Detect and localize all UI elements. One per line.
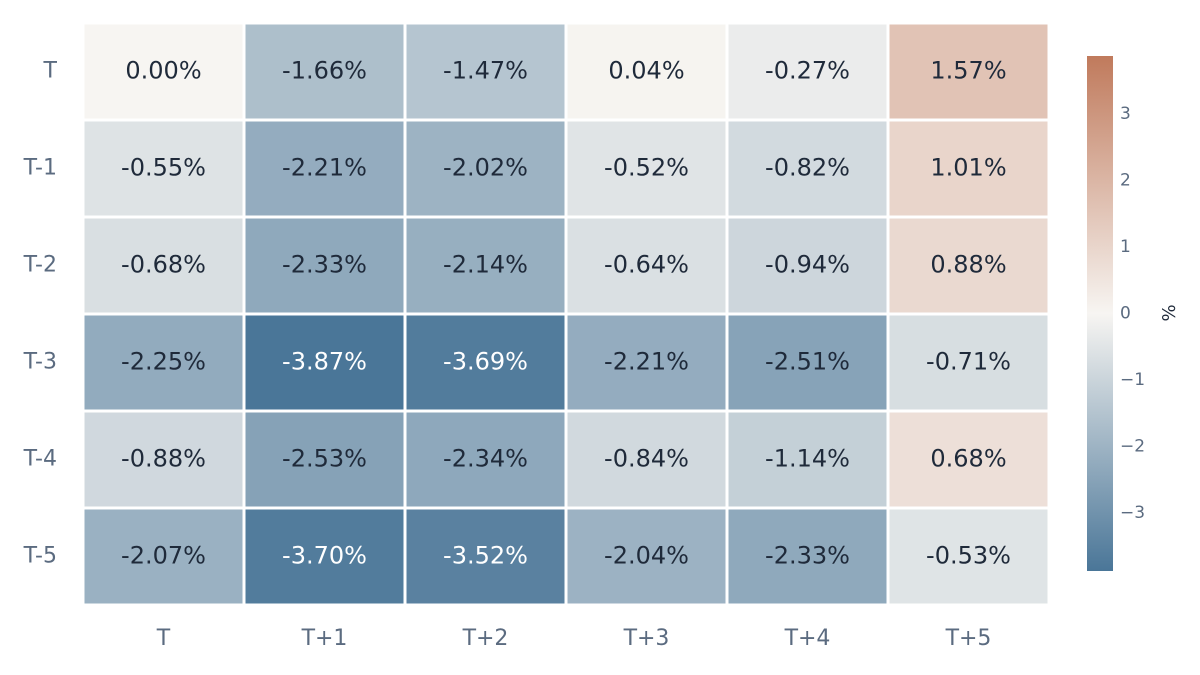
heatmap-cell-label: 1.01% (930, 154, 1006, 182)
colorbar-tick-label: −3 (1120, 503, 1145, 523)
colorbar-ticks: 3 2 1 0 −1 −2 −3 (1120, 104, 1145, 523)
heatmap-cell (245, 24, 404, 119)
heatmap-cell-label: -1.66% (282, 57, 367, 85)
colorbar: 3 2 1 0 −1 −2 −3 % (1087, 56, 1180, 571)
heatmap-cell (889, 412, 1048, 507)
x-tick-label: T+1 (301, 626, 348, 651)
heatmap-cell-label: -0.55% (121, 154, 206, 182)
y-axis-tick-labels: T T-1 T-2 T-3 T-4 T-5 (23, 59, 58, 569)
x-tick-label: T+3 (623, 626, 670, 651)
heatmap-cell-label: -3.52% (443, 542, 528, 570)
y-tick-label: T-3 (23, 350, 57, 375)
colorbar-tick-label: −2 (1120, 437, 1145, 457)
heatmap-cell (567, 218, 726, 313)
heatmap-cell-label: -0.82% (765, 154, 850, 182)
heatmap-cell-label: 0.00% (125, 57, 201, 85)
heatmap-cell-label: 0.68% (930, 445, 1006, 473)
heatmap-cell-label: -2.02% (443, 154, 528, 182)
heatmap-cell-label: -0.94% (765, 251, 850, 279)
heatmap-cell (406, 412, 565, 507)
heatmap-cell (406, 218, 565, 313)
heatmap-cell (889, 315, 1048, 410)
x-tick-label: T+4 (784, 626, 831, 651)
heatmap-cell (84, 24, 243, 119)
heatmap-cell-label: 0.88% (930, 251, 1006, 279)
colorbar-tick-label: −1 (1120, 370, 1145, 390)
y-tick-label: T-2 (23, 253, 57, 278)
heatmap-cell (245, 218, 404, 313)
x-axis-tick-labels: T T+1 T+2 T+3 T+4 T+5 (156, 626, 992, 651)
heatmap-cell (84, 509, 243, 604)
heatmap-cell (728, 121, 887, 216)
heatmap-cell-label: -2.21% (604, 348, 689, 376)
heatmap-cell-label: -0.71% (926, 348, 1011, 376)
heatmap-cell (406, 509, 565, 604)
heatmap-cell (728, 315, 887, 410)
heatmap-cell (84, 315, 243, 410)
y-tick-label: T-1 (23, 156, 57, 181)
x-tick-label: T+2 (462, 626, 509, 651)
heatmap-cell (728, 218, 887, 313)
heatmap-cell (406, 315, 565, 410)
heatmap-cell (728, 24, 887, 119)
x-tick-label: T+5 (945, 626, 992, 651)
heatmap-cell-label: -3.69% (443, 348, 528, 376)
heatmap-cell-label: -0.88% (121, 445, 206, 473)
colorbar-tick-label: 1 (1120, 237, 1131, 257)
heatmap-cell (728, 412, 887, 507)
heatmap-cell (84, 412, 243, 507)
y-tick-label: T (43, 59, 58, 84)
colorbar-tick-label: 3 (1120, 104, 1131, 124)
heatmap-cell-label: -0.68% (121, 251, 206, 279)
heatmap-cell-label: -2.25% (121, 348, 206, 376)
heatmap-cell-label: -2.33% (765, 542, 850, 570)
colorbar-title: % (1159, 304, 1180, 321)
heatmap-cell-label: 0.04% (608, 57, 684, 85)
heatmap-cell (406, 24, 565, 119)
heatmap-cell-label: -3.70% (282, 542, 367, 570)
heatmap-cell-label: -2.51% (765, 348, 850, 376)
heatmap-cell (245, 315, 404, 410)
heatmap-cell (406, 121, 565, 216)
colorbar-tick-label: 2 (1120, 170, 1131, 190)
heatmap-cell (728, 509, 887, 604)
heatmap-cell-label: -0.53% (926, 542, 1011, 570)
heatmap-cell-label: -2.07% (121, 542, 206, 570)
colorbar-gradient (1087, 56, 1113, 571)
heatmap-cell-label: -1.14% (765, 445, 850, 473)
heatmap-cell (245, 121, 404, 216)
heatmap-cell-label: -0.84% (604, 445, 689, 473)
heatmap-cell (889, 509, 1048, 604)
heatmap-cell-label: -2.33% (282, 251, 367, 279)
heatmap-cell (889, 121, 1048, 216)
x-tick-label: T (156, 626, 171, 651)
heatmap-cell-label: -0.27% (765, 57, 850, 85)
heatmap-cell (84, 218, 243, 313)
heatmap-cell (567, 24, 726, 119)
heatmap-cell-label: -0.64% (604, 251, 689, 279)
heatmap-cell-label: -2.21% (282, 154, 367, 182)
heatmap-cell (84, 121, 243, 216)
heatmap-cell-label: -2.34% (443, 445, 528, 473)
heatmap-cells: 0.00% -1.66% -1.47% 0.04% -0.27% 1.57% -0.55% -… (84, 24, 1048, 604)
y-tick-label: T-4 (23, 447, 57, 472)
heatmap-cell (245, 509, 404, 604)
heatmap-cell (567, 121, 726, 216)
heatmap-cell-label: -1.47% (443, 57, 528, 85)
y-tick-label: T-5 (23, 544, 57, 569)
heatmap-cell-label: -2.14% (443, 251, 528, 279)
heatmap-cell-label: -2.53% (282, 445, 367, 473)
heatmap-cell (567, 509, 726, 604)
heatmap-cell-label: 1.57% (930, 57, 1006, 85)
heatmap-cell-label: -0.52% (604, 154, 689, 182)
heatmap-cell (567, 412, 726, 507)
heatmap-cell-label: -2.04% (604, 542, 689, 570)
heatmap-cell (245, 412, 404, 507)
colorbar-tick-label: 0 (1120, 304, 1131, 324)
heatmap-cell (889, 24, 1048, 119)
heatmap-cell (567, 315, 726, 410)
heatmap-cell (889, 218, 1048, 313)
heatmap-cell-label: -3.87% (282, 348, 367, 376)
